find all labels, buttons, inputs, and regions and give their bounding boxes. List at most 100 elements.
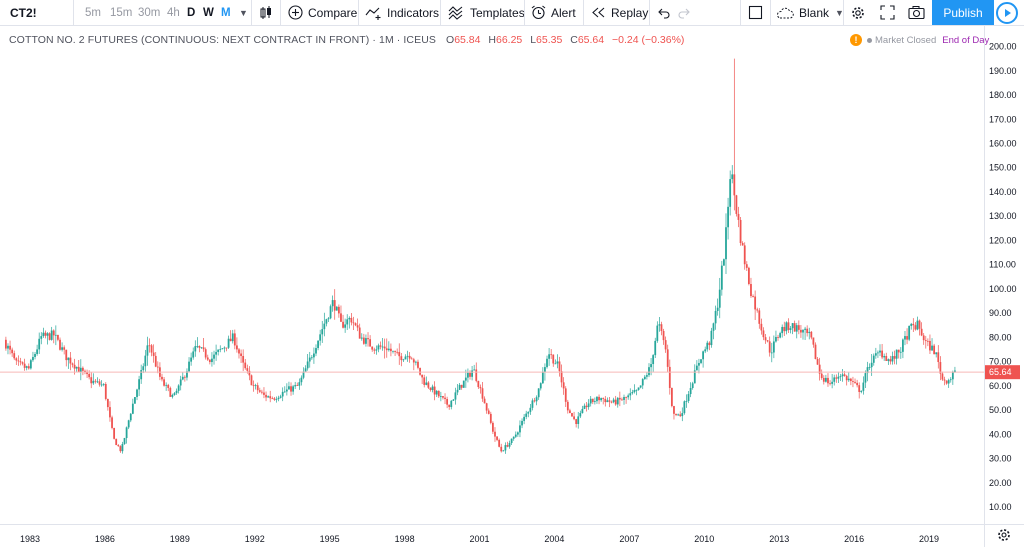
candle (223, 346, 226, 353)
settings-button[interactable] (850, 0, 866, 25)
candle-body (712, 323, 715, 331)
candle (398, 343, 401, 365)
candle (98, 378, 101, 387)
indicators-button[interactable]: Indicators (365, 0, 439, 25)
compare-button[interactable]: Compare (288, 0, 357, 25)
candle (177, 384, 180, 394)
candle (77, 359, 80, 373)
interval-w[interactable]: W (203, 6, 214, 19)
candle-body (914, 325, 917, 330)
candle (935, 352, 938, 358)
toolbar-divider (280, 0, 281, 25)
publish-button[interactable]: Publish (932, 0, 994, 25)
candle (290, 382, 292, 396)
chart-settings-gear-icon[interactable] (996, 527, 1012, 543)
candle-body (394, 350, 396, 352)
candle (337, 304, 340, 318)
layout-dropdown[interactable]: Blank ▼ (776, 0, 844, 25)
candle (444, 393, 446, 405)
candle-body (924, 340, 927, 341)
candle-body (475, 369, 478, 381)
interval-30m[interactable]: 30m (138, 6, 161, 19)
candle-body (800, 329, 802, 333)
candle (537, 388, 540, 400)
candle-body (167, 384, 170, 388)
candle-body (704, 349, 707, 352)
scroll-to-realtime-button[interactable] (996, 2, 1018, 24)
candle-body (560, 371, 563, 383)
candle (423, 374, 426, 388)
candle-body (11, 349, 14, 354)
candle (833, 374, 836, 386)
interval-m[interactable]: M (221, 6, 231, 19)
fullscreen-layout-button[interactable] (748, 0, 763, 25)
camera-icon (908, 6, 925, 20)
candle-body (764, 337, 767, 341)
snapshot-button[interactable] (908, 0, 925, 25)
symbol-search[interactable]: CT2! (10, 5, 37, 20)
candle-body (716, 307, 719, 311)
interval-15m[interactable]: 15m (110, 6, 133, 19)
candle-body (897, 349, 900, 353)
candle (267, 395, 270, 398)
interval-d[interactable]: D (187, 6, 196, 19)
candle-body (585, 405, 588, 408)
candle-body (539, 383, 542, 389)
undo-button[interactable] (656, 0, 670, 25)
candle-body (625, 397, 627, 398)
candle-body (708, 342, 711, 346)
candle (167, 383, 170, 392)
candle-body (943, 379, 946, 381)
templates-button[interactable]: Templates (448, 0, 525, 25)
candle (113, 427, 116, 440)
candle-body (487, 410, 490, 414)
candle (161, 373, 163, 382)
candle-body (267, 396, 270, 398)
candle (152, 344, 155, 363)
candle (425, 376, 428, 386)
candle-body (469, 372, 471, 377)
candle (752, 294, 754, 298)
candle (708, 341, 711, 351)
fullscreen-button[interactable] (880, 0, 895, 25)
candle-body (36, 349, 39, 354)
candle (508, 440, 511, 449)
time-axis[interactable]: 1983 1986 1989 1992 1995 1998 2001 2004 2007 2010… (20, 534, 939, 544)
candle (504, 442, 507, 454)
warning-icon[interactable]: ! (850, 34, 862, 46)
candle (454, 387, 457, 405)
candle (698, 358, 700, 374)
candle-body (660, 324, 663, 331)
candle-body (44, 332, 47, 336)
chart-type-button[interactable] (258, 0, 274, 25)
candle-body (579, 413, 582, 417)
candle (9, 340, 11, 355)
candle-body (516, 432, 519, 435)
candle-body (804, 328, 806, 330)
candle (556, 354, 559, 369)
candle (429, 387, 432, 392)
candle (275, 396, 278, 403)
candle (483, 396, 486, 404)
candle (496, 435, 498, 442)
redo-button[interactable] (678, 0, 692, 25)
candle-body (662, 330, 665, 341)
interval-dropdown-chevron-icon[interactable]: ▼ (239, 7, 248, 18)
candle (889, 355, 892, 365)
candle (310, 354, 313, 360)
candle (831, 374, 834, 389)
replay-button[interactable]: Replay (591, 0, 648, 25)
price-axis[interactable]: 10.00 20.00 30.00 40.00 50.00 60.00 70.00 80.00… (989, 42, 1017, 512)
interval-4h[interactable]: 4h (167, 6, 180, 19)
alert-button[interactable]: Alert (531, 0, 576, 25)
candle (221, 348, 224, 350)
interval-5m[interactable]: 5m (85, 6, 101, 19)
candle-body (768, 341, 771, 353)
candle-body (381, 346, 384, 348)
price-chart[interactable]: 10.00 20.00 30.00 40.00 50.00 60.00 70.00 80.00… (0, 26, 1024, 547)
candle-body (548, 354, 550, 359)
candle (939, 356, 942, 381)
candle (352, 316, 355, 331)
candle (208, 359, 211, 365)
redo-icon (678, 8, 690, 19)
